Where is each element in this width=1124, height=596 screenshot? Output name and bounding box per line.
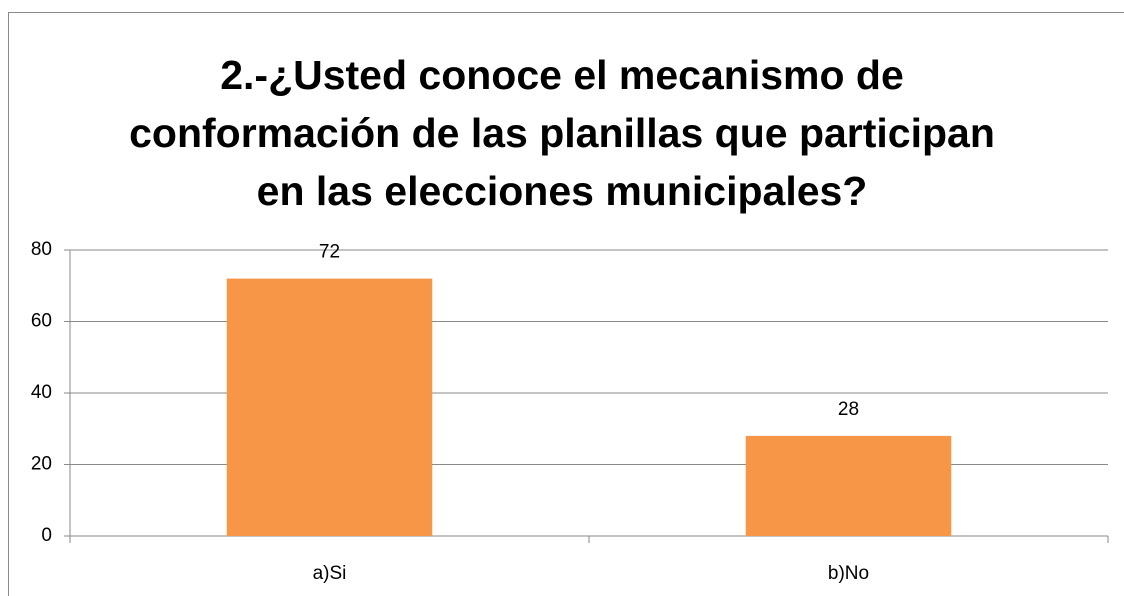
chart-frame: [8, 12, 1124, 596]
bar: [745, 435, 952, 536]
bar: [226, 278, 433, 536]
chart-title: 2.-¿Usted conoce el mecanismo de conform…: [129, 52, 995, 214]
y-tick-label: 80: [31, 239, 52, 260]
y-tick-label: 60: [31, 311, 52, 332]
x-tick-label: b)No: [828, 563, 869, 584]
data-label: 28: [838, 399, 859, 420]
x-tick-label: a)Si: [313, 563, 347, 584]
y-tick-label: 0: [41, 525, 52, 546]
y-tick-label: 40: [31, 382, 52, 403]
data-label: 72: [319, 242, 340, 263]
y-tick-label: 20: [31, 454, 52, 475]
